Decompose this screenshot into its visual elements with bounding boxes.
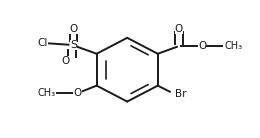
Text: CH₃: CH₃ [224,41,242,51]
Text: O: O [198,41,206,51]
Text: O: O [73,88,82,98]
Text: Br: Br [175,89,186,99]
Text: CH₃: CH₃ [37,88,55,98]
Text: O: O [61,56,70,66]
Text: O: O [175,24,183,34]
Text: S: S [70,40,77,50]
Text: O: O [69,24,78,34]
Text: Cl: Cl [37,38,47,48]
